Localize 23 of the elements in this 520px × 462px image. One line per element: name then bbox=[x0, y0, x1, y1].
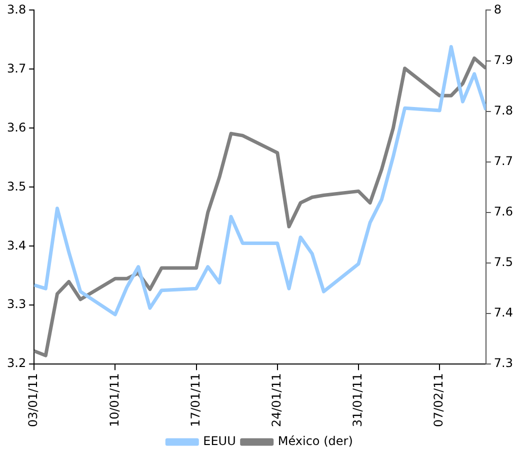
y-tick-label: 3.3 bbox=[6, 297, 26, 312]
y-tick-label: 3.8 bbox=[6, 2, 26, 16]
y2-tick-label: 7.7 bbox=[494, 154, 514, 168]
y2-tick-label: 7.6 bbox=[494, 204, 514, 219]
x-tick-label: 07/02/11 bbox=[432, 373, 446, 428]
x-tick-label: 31/01/11 bbox=[350, 373, 365, 428]
y-tick-label: 3.6 bbox=[6, 120, 26, 134]
y-tick-label: 3.4 bbox=[6, 238, 26, 252]
y2-tick-label: 8 bbox=[494, 2, 502, 16]
y2-tick-label: 7.8 bbox=[494, 103, 514, 118]
y-tick-label: 3.2 bbox=[6, 356, 26, 370]
x-tick-label: 10/01/11 bbox=[107, 373, 122, 428]
y2-tick-label: 7.3 bbox=[494, 356, 514, 370]
x-tick-label: 17/01/11 bbox=[188, 373, 202, 428]
y2-tick-label: 7.5 bbox=[494, 255, 514, 270]
y-tick-label: 3.7 bbox=[6, 61, 26, 76]
x-tick-label: 24/01/11 bbox=[270, 373, 284, 428]
y2-tick-label: 7.4 bbox=[494, 306, 514, 320]
legend-label: México (der) bbox=[278, 434, 353, 448]
y2-tick-label: 7.9 bbox=[494, 52, 514, 67]
legend-label: EEUU bbox=[203, 434, 236, 448]
x-tick-label: 03/01/11 bbox=[26, 373, 40, 428]
y-tick-label: 3.5 bbox=[6, 179, 26, 194]
